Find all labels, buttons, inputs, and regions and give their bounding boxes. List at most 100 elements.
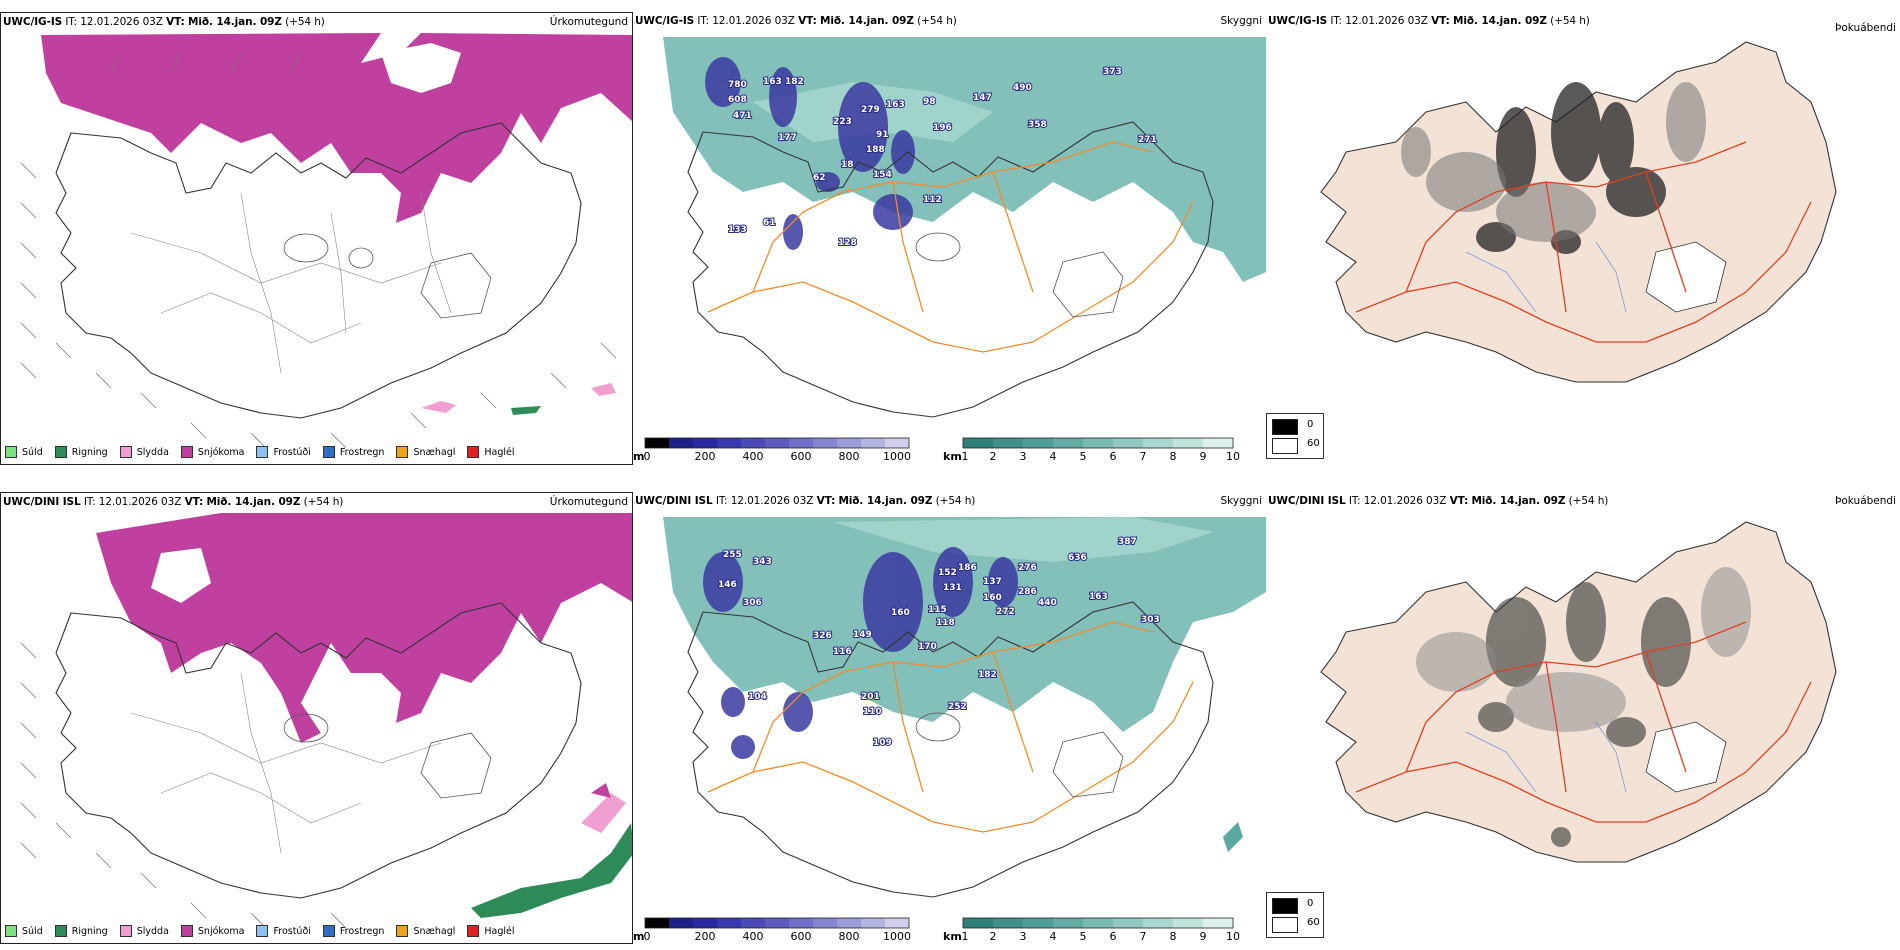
panel-title: Skyggni xyxy=(1220,15,1263,27)
vis-label: 252 xyxy=(948,702,967,712)
legend-swatch xyxy=(467,925,480,937)
vis-label: 186 xyxy=(958,563,977,573)
vis-label: 182 xyxy=(785,77,804,87)
legend-swatch xyxy=(322,446,335,458)
vis-label: 112 xyxy=(923,195,942,205)
vis-label: 188 xyxy=(866,145,885,155)
legend-swatch xyxy=(119,446,132,458)
vis-label: 160 xyxy=(891,608,910,618)
legend-swatch xyxy=(119,925,132,937)
vis-label: 98 xyxy=(923,97,936,107)
precip-type-map xyxy=(20,33,632,449)
precip-legend: Súld Rigning Slydda Snjókoma Frostúði Fr… xyxy=(5,925,527,937)
vis-label: 118 xyxy=(936,618,955,628)
visibility-panel-top: 780 163 182 608 471 177 223 279 163 98 1… xyxy=(633,12,1266,465)
precip-type-map xyxy=(20,513,632,929)
panel-title: Skyggni xyxy=(1220,495,1263,507)
vis-label: 358 xyxy=(1028,120,1047,130)
vis-label: 163 xyxy=(1089,592,1108,602)
vis-label: 272 xyxy=(996,607,1015,617)
precip-legend: Súld Rigning Slydda Snjókoma Frostúði Fr… xyxy=(5,446,527,458)
legend-swatch xyxy=(256,925,269,937)
vis-label: 326 xyxy=(813,631,832,641)
vis-label: 62 xyxy=(813,173,826,183)
panel-header: UWC/IG-IS IT: 12.01.2026 03Z VT: Mið. 14… xyxy=(3,16,325,28)
vis-label: 177 xyxy=(778,133,797,143)
vis-label: 104 xyxy=(748,692,767,702)
vis-label: 223 xyxy=(833,117,852,127)
iceland-outline xyxy=(55,122,582,419)
legend-swatch xyxy=(180,925,193,937)
vis-label: 608 xyxy=(728,95,747,105)
vis-label: 182 xyxy=(978,670,997,680)
snow-region xyxy=(96,513,632,743)
precip-type-panel-bottom: UWC/DINI ISL IT: 12.01.2026 03Z VT: Mið.… xyxy=(0,492,633,944)
vis-label: 387 xyxy=(1118,537,1137,547)
vis-label: 146 xyxy=(718,580,737,590)
vis-label: 163 xyxy=(886,100,905,110)
snow-region xyxy=(41,33,632,223)
panel-title: Úrkomutegund xyxy=(549,16,628,28)
fog-panel-top: UWC/IG-IS IT: 12.01.2026 03Z VT: Mið. 14… xyxy=(1266,12,1900,412)
vis-label: 170 xyxy=(918,642,937,652)
vis-label: 110 xyxy=(863,707,882,717)
legend-swatch xyxy=(256,446,269,458)
vis-label: 128 xyxy=(838,238,857,248)
visibility-labels: 255 343 146 306 152 186 131 137 276 636 … xyxy=(717,536,1161,749)
legend-swatch xyxy=(180,446,193,458)
vis-label: 109 xyxy=(873,738,892,748)
vis-label: 91 xyxy=(876,130,889,140)
legend-swatch xyxy=(5,925,17,937)
visibility-labels: 780 163 182 608 471 177 223 279 163 98 1… xyxy=(727,66,1158,249)
visibility-map: 780 163 182 608 471 177 223 279 163 98 1… xyxy=(663,37,1266,418)
panel-header: UWC/IG-IS IT: 12.01.2026 03Z VT: Mið. 14… xyxy=(635,15,957,27)
vis-teal-region xyxy=(663,37,1266,282)
vis-label: 471 xyxy=(733,111,752,121)
visibility-km-colorbar: km 1 2 3 4 5 6 7 8 9 10 xyxy=(943,437,1263,465)
vis-label: 116 xyxy=(833,647,852,657)
vis-label: 780 xyxy=(728,80,747,90)
visibility-panel-bottom: 255 343 146 306 152 186 131 137 276 636 … xyxy=(633,492,1266,945)
vis-label: 306 xyxy=(743,598,762,608)
legend-swatch xyxy=(322,925,335,937)
fog-legend-bottom: 0 60 xyxy=(1266,892,1324,938)
vis-label: 440 xyxy=(1038,598,1057,608)
vis-label: 373 xyxy=(1103,67,1122,77)
vis-label: 271 xyxy=(1138,135,1157,145)
panel-header: UWC/DINI ISL IT: 12.01.2026 03Z VT: Mið.… xyxy=(635,495,976,507)
visibility-map: 255 343 146 306 152 186 131 137 276 636 … xyxy=(663,517,1266,898)
visibility-m-colorbar: m 0 200 400 600 800 1000 xyxy=(633,917,943,945)
vis-label: 343 xyxy=(753,557,772,567)
vis-label: 61 xyxy=(763,218,776,228)
panel-header: UWC/DINI ISL IT: 12.01.2026 03Z VT: Mið.… xyxy=(3,496,344,508)
legend-swatch xyxy=(54,925,67,937)
vis-label: 154 xyxy=(873,170,892,180)
fog-legend-top: 0 60 xyxy=(1266,413,1324,459)
vis-label: 286 xyxy=(1018,587,1037,597)
legend-swatch xyxy=(396,925,409,937)
vis-label: 160 xyxy=(983,593,1002,603)
visibility-m-colorbar: m 0 200 400 600 800 1000 xyxy=(633,437,943,465)
vis-label: 131 xyxy=(943,583,962,593)
vis-label: 276 xyxy=(1018,563,1037,573)
vis-label: 255 xyxy=(723,550,742,560)
vis-label: 163 xyxy=(763,77,782,87)
vis-label: 303 xyxy=(1141,615,1160,625)
vis-label: 137 xyxy=(983,577,1002,587)
vis-label: 279 xyxy=(861,105,880,115)
vis-label: 490 xyxy=(1013,83,1032,93)
vis-label: 636 xyxy=(1068,553,1087,563)
legend-swatch xyxy=(54,446,67,458)
legend-swatch xyxy=(5,446,17,458)
panel-title: Úrkomutegund xyxy=(549,496,628,508)
vis-label: 149 xyxy=(853,630,872,640)
panel-header: UWC/IG-IS IT: 12.01.2026 03Z VT: Mið. 14… xyxy=(1268,15,1590,27)
fog-map xyxy=(1320,41,1837,383)
visibility-km-colorbar: km 1 2 3 4 5 6 7 8 9 10 xyxy=(943,917,1263,945)
panel-title: Þokuábendi xyxy=(1835,495,1896,507)
vis-label: 115 xyxy=(928,605,947,615)
fog-panel-bottom: UWC/DINI ISL IT: 12.01.2026 03Z VT: Mið.… xyxy=(1266,492,1900,890)
vis-label: 133 xyxy=(728,225,747,235)
vis-label: 196 xyxy=(933,123,952,133)
vis-label: 147 xyxy=(973,93,992,103)
